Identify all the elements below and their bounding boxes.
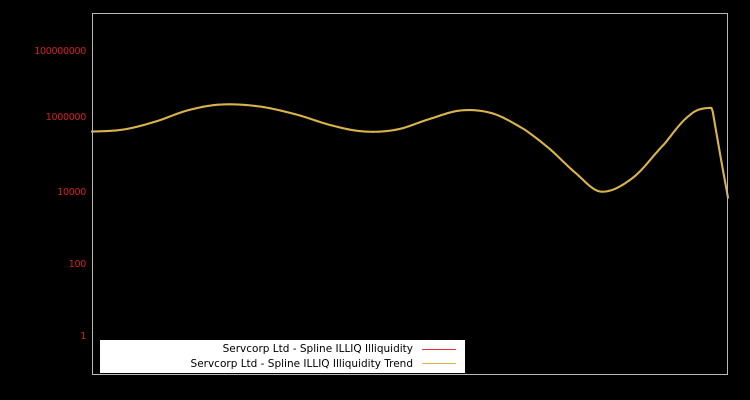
y-tick-label: 100 bbox=[68, 259, 87, 270]
plot-area-border bbox=[92, 13, 728, 375]
y-tick-label: 1 bbox=[80, 331, 86, 342]
legend-color-swatch-trend bbox=[422, 363, 456, 365]
y-tick-label: 10000 bbox=[57, 187, 86, 198]
legend-item-label: Servcorp Ltd - Spline ILLIQ Illiquidity … bbox=[190, 357, 413, 370]
trend-layer bbox=[90, 103, 730, 199]
trend-line bbox=[90, 103, 730, 199]
legend-item-label: Servcorp Ltd - Spline ILLIQ Illiquidity bbox=[222, 343, 413, 356]
y-axis-tick-labels: 100000000 1000000 10000 100 1 bbox=[0, 0, 86, 400]
y-tick-label: 100000000 bbox=[34, 46, 86, 57]
legend-item[interactable]: Servcorp Ltd - Spline ILLIQ Illiquidity … bbox=[101, 357, 464, 372]
legend-item[interactable]: Servcorp Ltd - Spline ILLIQ Illiquidity bbox=[101, 342, 464, 357]
y-tick-label: 1000000 bbox=[45, 112, 87, 123]
chart-legend: Servcorp Ltd - Spline ILLIQ Illiquidity … bbox=[100, 340, 465, 373]
legend-color-swatch-series bbox=[422, 348, 456, 350]
